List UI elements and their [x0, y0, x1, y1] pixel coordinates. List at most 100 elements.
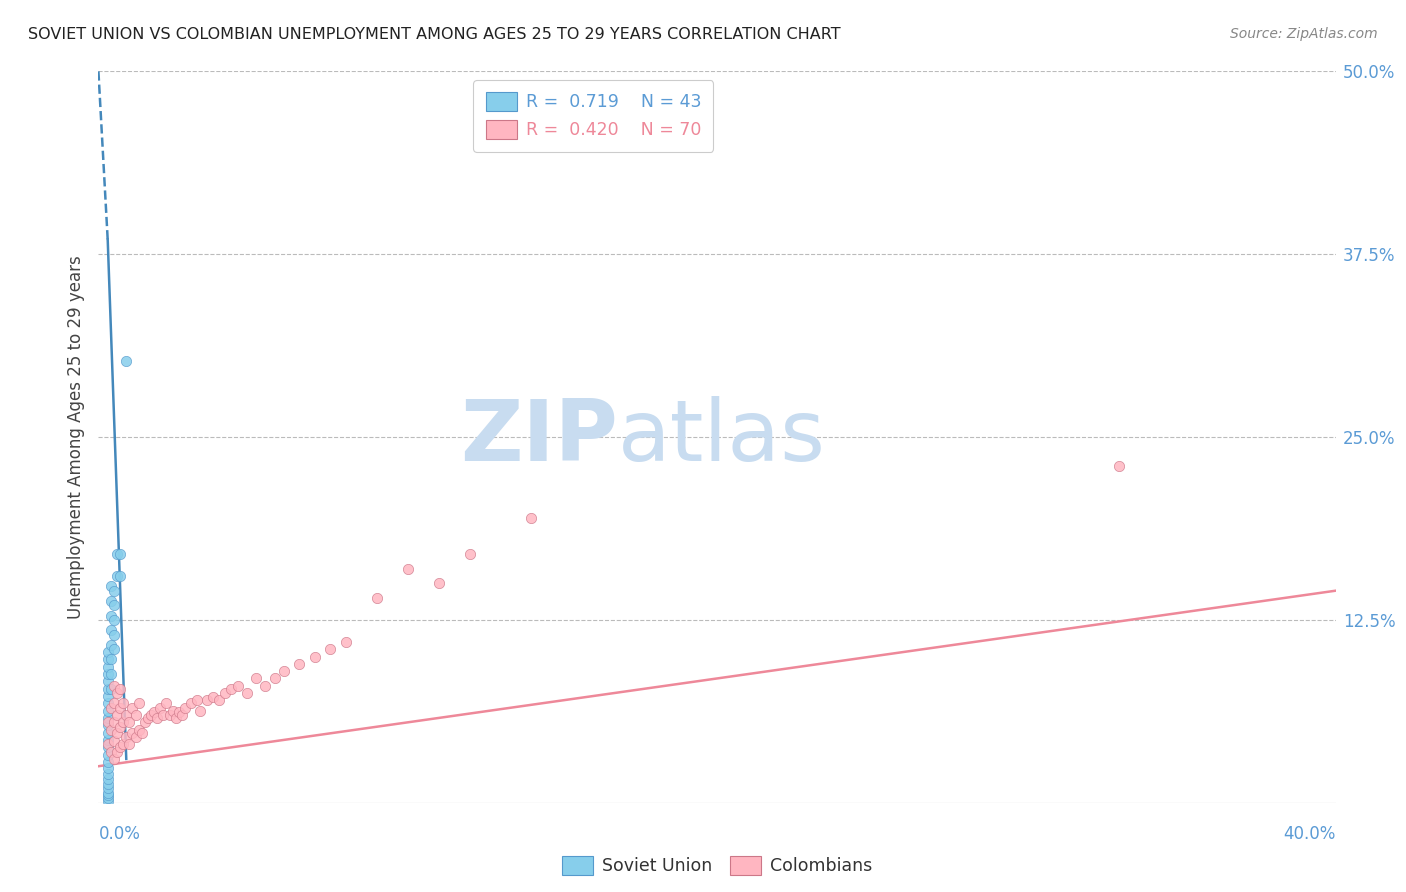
Point: [97, 781, 120, 796]
Point: [103, 583, 125, 598]
Point: [366, 591, 388, 605]
Point: [221, 681, 243, 696]
Point: [100, 608, 122, 623]
Text: ZIP: ZIP: [460, 395, 619, 479]
Point: [105, 569, 128, 583]
Point: [97, 732, 120, 747]
Point: [134, 715, 156, 730]
Point: [108, 700, 131, 714]
Point: [97, 747, 120, 762]
Point: [100, 638, 122, 652]
Point: [100, 723, 122, 737]
Point: [159, 708, 181, 723]
Point: [214, 686, 236, 700]
Point: [97, 740, 120, 755]
Point: [335, 635, 357, 649]
Point: [97, 755, 120, 769]
Point: [108, 720, 131, 734]
Point: [97, 681, 120, 696]
Text: Source: ZipAtlas.com: Source: ZipAtlas.com: [1230, 27, 1378, 41]
Point: [97, 704, 120, 718]
Point: [100, 652, 122, 666]
Point: [118, 715, 141, 730]
Point: [97, 725, 120, 739]
Point: [103, 679, 125, 693]
Point: [458, 547, 481, 561]
Point: [128, 723, 150, 737]
Point: [254, 679, 277, 693]
Point: [97, 696, 120, 710]
Point: [319, 642, 342, 657]
Point: [121, 725, 143, 739]
Point: [520, 510, 543, 524]
Point: [105, 708, 128, 723]
Point: [136, 711, 159, 725]
Point: [103, 642, 125, 657]
Point: [263, 672, 285, 686]
Point: [97, 659, 120, 673]
Point: [105, 725, 128, 739]
Point: [105, 547, 128, 561]
Point: [97, 766, 120, 780]
Point: [118, 737, 141, 751]
Point: [100, 623, 122, 637]
Text: 0.0%: 0.0%: [98, 825, 141, 843]
Point: [304, 649, 326, 664]
Point: [97, 789, 120, 803]
Point: [201, 690, 224, 705]
Point: [124, 708, 146, 723]
Legend: Soviet Union, Colombians: Soviet Union, Colombians: [555, 848, 879, 882]
Text: atlas: atlas: [619, 395, 827, 479]
Point: [149, 700, 172, 714]
Point: [180, 696, 202, 710]
Point: [139, 708, 162, 723]
Point: [195, 693, 218, 707]
Point: [97, 715, 120, 730]
Point: [1108, 459, 1130, 474]
Point: [131, 725, 153, 739]
Point: [128, 696, 150, 710]
Point: [108, 569, 131, 583]
Point: [273, 664, 295, 678]
Point: [108, 681, 131, 696]
Point: [97, 711, 120, 725]
Point: [155, 696, 177, 710]
Text: SOVIET UNION VS COLOMBIAN UNEMPLOYMENT AMONG AGES 25 TO 29 YEARS CORRELATION CHA: SOVIET UNION VS COLOMBIAN UNEMPLOYMENT A…: [28, 27, 841, 42]
Point: [97, 718, 120, 732]
Point: [97, 791, 120, 805]
Point: [186, 693, 208, 707]
Point: [115, 708, 138, 723]
Point: [103, 715, 125, 730]
Point: [112, 737, 135, 751]
Point: [103, 613, 125, 627]
Point: [100, 594, 122, 608]
Point: [112, 715, 135, 730]
Point: [97, 794, 120, 808]
Point: [103, 734, 125, 748]
Point: [103, 599, 125, 613]
Point: [190, 704, 212, 718]
Point: [100, 579, 122, 593]
Point: [97, 645, 120, 659]
Point: [124, 730, 146, 744]
Point: [97, 674, 120, 689]
Point: [396, 562, 419, 576]
Point: [112, 696, 135, 710]
Point: [108, 547, 131, 561]
Point: [97, 786, 120, 800]
Point: [103, 696, 125, 710]
Point: [165, 711, 187, 725]
Point: [105, 686, 128, 700]
Point: [174, 700, 197, 714]
Point: [146, 711, 169, 725]
Point: [97, 652, 120, 666]
Point: [97, 667, 120, 681]
Point: [208, 693, 231, 707]
Point: [152, 708, 174, 723]
Point: [427, 576, 450, 591]
Point: [143, 705, 166, 719]
Point: [100, 700, 122, 714]
Point: [97, 772, 120, 787]
Point: [103, 627, 125, 641]
Point: [97, 737, 120, 751]
